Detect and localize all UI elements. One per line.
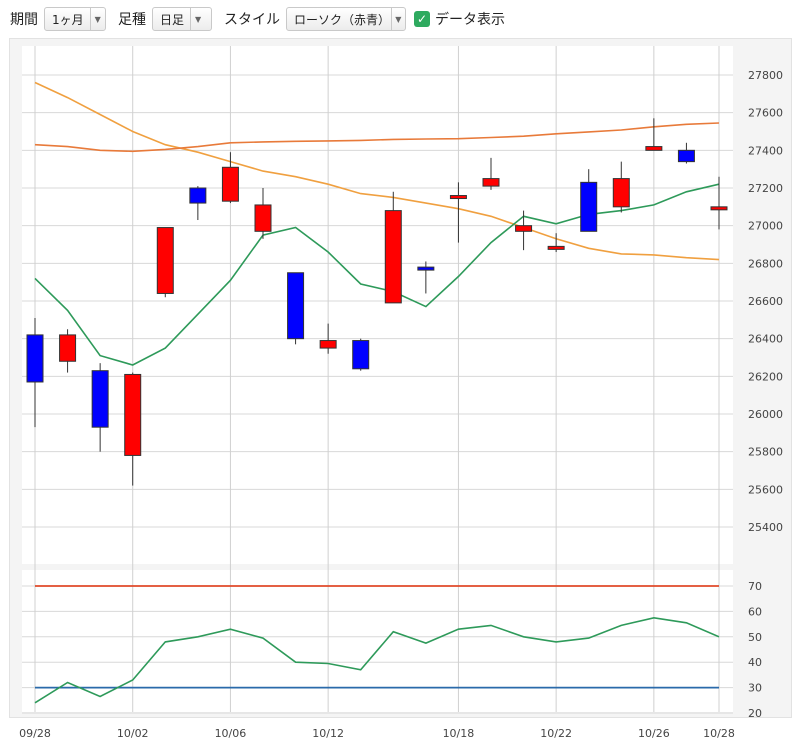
candle-body — [384, 210, 402, 304]
candle — [449, 182, 467, 243]
candle-body — [580, 181, 598, 232]
candle-body — [59, 334, 77, 362]
candle-body — [287, 272, 305, 340]
chevron-down-icon: ▼ — [390, 8, 405, 30]
interval-label: 足種 — [118, 12, 146, 28]
candle-body — [91, 370, 109, 428]
candle — [710, 176, 728, 230]
oscillator-panel — [22, 570, 733, 712]
candle — [580, 169, 598, 232]
price-panel — [22, 46, 733, 564]
x-tick-label: 10/18 — [443, 727, 475, 740]
osc-tick-label: 70 — [748, 580, 762, 593]
candle-body — [319, 340, 337, 349]
candle-body — [449, 195, 467, 200]
y-tick-label: 26800 — [748, 257, 783, 270]
y-tick-label: 25800 — [748, 446, 783, 459]
chevron-down-icon: ▼ — [89, 8, 105, 30]
y-tick-label: 26400 — [748, 333, 783, 346]
show-data-checkbox[interactable]: ✓ — [414, 11, 430, 27]
y-tick-label: 25400 — [748, 521, 783, 534]
interval-value: 日足 — [160, 12, 185, 27]
x-tick-label: 10/02 — [117, 727, 149, 740]
show-data-label: データ表示 — [435, 12, 505, 28]
check-icon: ✓ — [416, 12, 428, 26]
candle-body — [515, 225, 533, 232]
candle-body — [710, 206, 728, 211]
x-tick-label: 10/26 — [638, 727, 670, 740]
style-value: ローソク（赤青） — [294, 12, 391, 27]
osc-tick-label: 50 — [748, 631, 762, 644]
candle-body — [612, 178, 630, 208]
x-tick-label: 10/06 — [215, 727, 247, 740]
candle — [221, 152, 239, 204]
y-tick-label: 26000 — [748, 408, 783, 421]
moving-average-line — [34, 122, 720, 153]
chevron-down-icon: ▼ — [190, 8, 205, 30]
osc-tick-label: 40 — [748, 656, 762, 669]
osc-tick-label: 60 — [748, 605, 762, 618]
candle — [612, 161, 630, 213]
candle — [91, 363, 109, 452]
candle — [287, 272, 305, 345]
candle — [254, 188, 272, 239]
y-tick-label: 27000 — [748, 220, 783, 233]
y-tick-label: 25600 — [748, 483, 783, 496]
candle — [677, 142, 695, 164]
candle — [547, 233, 565, 253]
candle-body — [677, 149, 695, 163]
y-tick-label: 27800 — [748, 69, 783, 82]
toolbar: 期間 1ヶ月 ▼ 足種 日足 ▼ スタイル ローソク（赤青） ▼ ✓ データ表示 — [0, 0, 800, 38]
candle-body — [417, 266, 435, 271]
style-dropdown[interactable]: ローソク（赤青） ▼ — [286, 7, 406, 31]
candle — [189, 186, 207, 221]
style-label: スタイル — [224, 12, 280, 28]
candle — [645, 118, 663, 151]
osc-tick-label: 30 — [748, 682, 762, 695]
moving-average-line — [34, 81, 720, 261]
period-dropdown[interactable]: 1ヶ月 ▼ — [44, 7, 106, 31]
x-tick-label: 10/22 — [540, 727, 572, 740]
candle — [26, 317, 44, 428]
y-tick-label: 27200 — [748, 182, 783, 195]
candle — [482, 157, 500, 190]
candle — [515, 210, 533, 251]
moving-average-line — [34, 183, 720, 366]
candle-body — [645, 146, 663, 151]
period-value: 1ヶ月 — [52, 12, 84, 27]
candle-body — [254, 204, 272, 232]
x-tick-label: 10/28 — [703, 727, 735, 740]
y-tick-label: 26200 — [748, 370, 783, 383]
period-label: 期間 — [10, 12, 38, 28]
candle — [417, 261, 435, 294]
candle-body — [156, 227, 174, 294]
osc-tick-label: 20 — [748, 707, 762, 720]
candle — [156, 227, 174, 298]
candle-body — [189, 187, 207, 204]
oscillator-line — [34, 616, 720, 704]
candle-body — [26, 334, 44, 383]
y-tick-label: 26600 — [748, 295, 783, 308]
candle-body — [221, 166, 239, 202]
candle-body — [124, 373, 142, 456]
candle-body — [352, 340, 370, 370]
interval-dropdown[interactable]: 日足 ▼ — [152, 7, 212, 31]
candle — [352, 338, 370, 371]
candle — [124, 372, 142, 486]
x-tick-label: 09/28 — [19, 727, 51, 740]
y-tick-label: 27600 — [748, 107, 783, 120]
x-tick-label: 10/12 — [312, 727, 344, 740]
candle-body — [547, 245, 565, 250]
candle — [319, 323, 337, 354]
candle-body — [482, 178, 500, 187]
candle — [59, 329, 77, 373]
y-tick-label: 27400 — [748, 144, 783, 157]
candle — [384, 191, 402, 304]
